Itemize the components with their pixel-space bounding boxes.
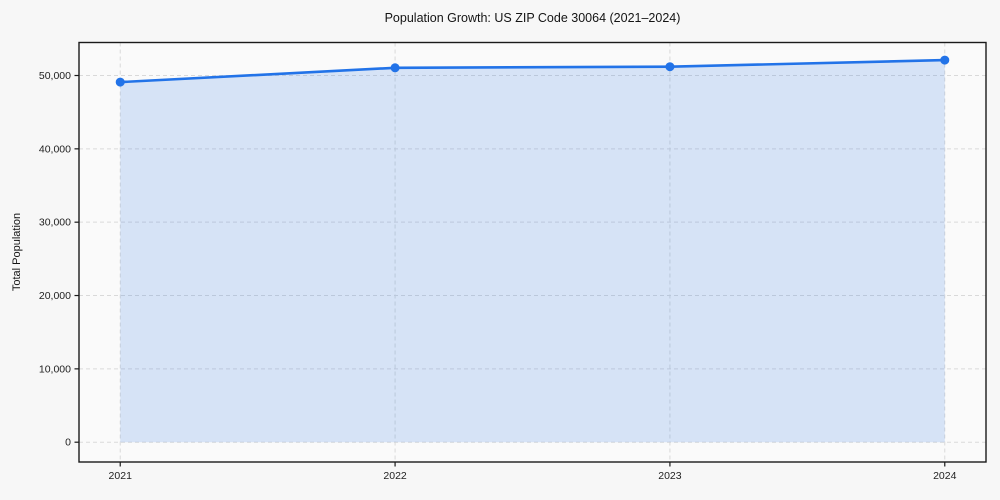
x-tick-label: 2023 <box>658 470 682 482</box>
x-tick-label: 2024 <box>933 470 957 482</box>
trend-line <box>118 58 947 84</box>
data-point-marker <box>665 62 675 72</box>
data-point-marker <box>390 63 400 73</box>
data-point-marker <box>115 77 125 87</box>
area-fill <box>120 60 945 443</box>
plot-background <box>79 42 986 462</box>
axes-frame <box>78 41 987 463</box>
y-tick-label: 0 <box>65 437 71 449</box>
x-tick-label: 2022 <box>383 470 407 482</box>
x-tick-label: 2021 <box>109 470 133 482</box>
chart-title: Population Growth: US ZIP Code 30064 (20… <box>384 11 681 25</box>
y-tick-label: 30,000 <box>39 217 71 229</box>
y-tick-label: 10,000 <box>39 363 71 375</box>
y-tick-label: 20,000 <box>39 290 71 302</box>
y-tick-label: 40,000 <box>39 143 71 155</box>
y-tick-label: 50,000 <box>39 70 71 82</box>
data-point-marker <box>940 55 950 65</box>
